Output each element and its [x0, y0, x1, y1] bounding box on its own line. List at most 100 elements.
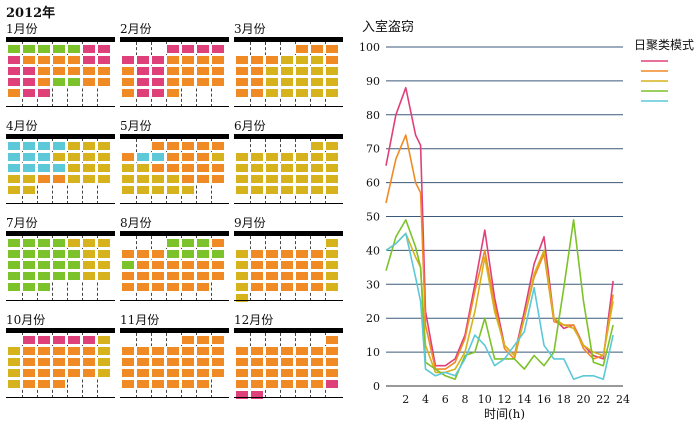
day-cell — [7, 88, 21, 98]
day-cell — [67, 346, 81, 356]
day-cell — [280, 77, 294, 87]
bottom-rule — [6, 203, 115, 204]
day-cell — [310, 249, 324, 259]
y-tick-label: 90 — [366, 75, 380, 88]
day-cell — [295, 55, 309, 65]
day-cell — [97, 238, 111, 248]
day-cell — [325, 141, 339, 151]
day-cell — [265, 271, 279, 281]
day-cell — [325, 238, 339, 248]
weekday-header — [6, 328, 115, 333]
day-cell — [166, 152, 180, 162]
day-cell — [7, 66, 21, 76]
day-cell — [37, 335, 51, 345]
day-cell — [211, 152, 225, 162]
day-cell — [265, 357, 279, 367]
day-cell — [211, 335, 225, 345]
day-cell — [181, 152, 195, 162]
weekday-header — [6, 134, 115, 139]
day-cell — [22, 44, 36, 54]
day-cell — [211, 271, 225, 281]
day-cell — [97, 249, 111, 259]
day-cell — [52, 141, 66, 151]
day-cell — [295, 271, 309, 281]
day-cell — [250, 260, 264, 270]
day-cell — [7, 271, 21, 281]
day-cell — [52, 44, 66, 54]
day-cell — [37, 282, 51, 292]
day-cell — [121, 185, 135, 195]
day-cell — [121, 379, 135, 389]
day-cell — [136, 163, 150, 173]
day-cell — [280, 174, 294, 184]
day-cell — [166, 271, 180, 281]
day-cell — [151, 260, 165, 270]
month-calendar: 1月份 — [6, 22, 115, 107]
day-cell — [196, 238, 210, 248]
day-cell — [265, 346, 279, 356]
weekday-header — [6, 37, 115, 42]
day-cell — [7, 238, 21, 248]
month-calendar: 7月份 — [6, 216, 115, 301]
day-cell — [295, 368, 309, 378]
month-calendar: 9月份 — [234, 216, 343, 303]
day-cell — [136, 88, 150, 98]
x-tick-label: 2 — [402, 393, 409, 406]
day-cell — [250, 271, 264, 281]
day-cell — [196, 141, 210, 151]
day-cell — [67, 77, 81, 87]
day-cell — [136, 55, 150, 65]
day-cell — [97, 346, 111, 356]
day-cell — [136, 379, 150, 389]
day-cell — [211, 66, 225, 76]
day-cell — [250, 346, 264, 356]
day-cell — [121, 260, 135, 270]
day-cell — [67, 368, 81, 378]
day-cell — [82, 77, 96, 87]
day-cell — [295, 66, 309, 76]
day-cell — [82, 141, 96, 151]
day-cell — [97, 152, 111, 162]
bottom-rule — [234, 397, 343, 398]
day-cell — [151, 55, 165, 65]
day-cell — [325, 152, 339, 162]
day-cell — [37, 44, 51, 54]
day-cell — [196, 282, 210, 292]
day-cell — [181, 238, 195, 248]
day-cell — [280, 152, 294, 162]
day-cell — [52, 260, 66, 270]
month-label: 10月份 — [6, 313, 46, 327]
day-cell — [22, 346, 36, 356]
month-label: 6月份 — [234, 119, 266, 133]
day-cell — [67, 238, 81, 248]
day-cell — [52, 379, 66, 389]
day-cell — [235, 260, 249, 270]
day-cell — [166, 357, 180, 367]
day-cell — [181, 282, 195, 292]
day-cell — [310, 152, 324, 162]
day-cell — [325, 282, 339, 292]
day-cell — [37, 141, 51, 151]
weekday-header — [120, 231, 229, 236]
day-cell — [37, 368, 51, 378]
day-cell — [52, 152, 66, 162]
day-cell — [265, 249, 279, 259]
x-tick-label: 16 — [537, 393, 551, 406]
day-cell — [250, 174, 264, 184]
day-cell — [121, 66, 135, 76]
day-cell — [196, 77, 210, 87]
series-line — [385, 134, 614, 370]
x-axis-label: 时间(h) — [484, 407, 525, 421]
day-cell — [37, 163, 51, 173]
day-cell — [7, 152, 21, 162]
day-cell — [67, 141, 81, 151]
bottom-rule — [234, 300, 343, 301]
x-tick-label: 22 — [596, 393, 610, 406]
day-cell — [235, 77, 249, 87]
day-cell — [310, 44, 324, 54]
day-cell — [196, 152, 210, 162]
day-cell — [325, 368, 339, 378]
day-cell — [97, 141, 111, 151]
day-cell — [151, 88, 165, 98]
month-label: 2月份 — [120, 22, 152, 36]
